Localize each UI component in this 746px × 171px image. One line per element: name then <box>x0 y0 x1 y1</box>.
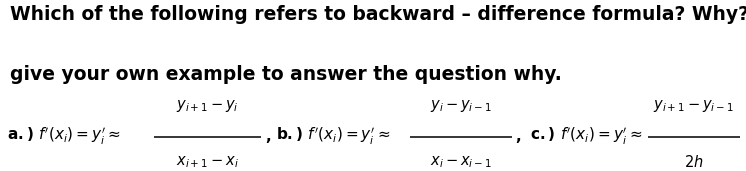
Text: ,: , <box>265 129 271 144</box>
Text: $\mathit{2h}$: $\mathit{2h}$ <box>684 154 703 170</box>
Text: $\mathbf{c.)}$ $\mathit{f'(x_i) = y_i' \approx}$: $\mathbf{c.)}$ $\mathit{f'(x_i) = y_i' \… <box>530 126 642 147</box>
Text: $\mathit{x_i-x_{i-1}}$: $\mathit{x_i-x_{i-1}}$ <box>430 155 492 170</box>
Text: $\mathit{x_{i+1}-x_i}$: $\mathit{x_{i+1}-x_i}$ <box>176 155 239 170</box>
Text: $\mathbf{b.)}$ $\mathit{f'(x_i) = y_i' \approx}$: $\mathbf{b.)}$ $\mathit{f'(x_i) = y_i' \… <box>276 126 390 147</box>
Text: $\mathit{y_i-y_{i-1}}$: $\mathit{y_i-y_{i-1}}$ <box>430 98 492 114</box>
Text: $\mathbf{a.)}$ $\mathit{f'(x_i) = y_i' \approx}$: $\mathbf{a.)}$ $\mathit{f'(x_i) = y_i' \… <box>7 126 121 147</box>
Text: $\mathit{y_{i+1}-y_{i-1}}$: $\mathit{y_{i+1}-y_{i-1}}$ <box>653 98 734 114</box>
Text: $\mathit{y_{i+1}-y_i}$: $\mathit{y_{i+1}-y_i}$ <box>176 98 239 114</box>
Text: Which of the following refers to backward – difference formula? Why? You can: Which of the following refers to backwar… <box>10 5 746 24</box>
Text: ,: , <box>515 129 521 144</box>
Text: give your own example to answer the question why.: give your own example to answer the ques… <box>10 65 562 84</box>
